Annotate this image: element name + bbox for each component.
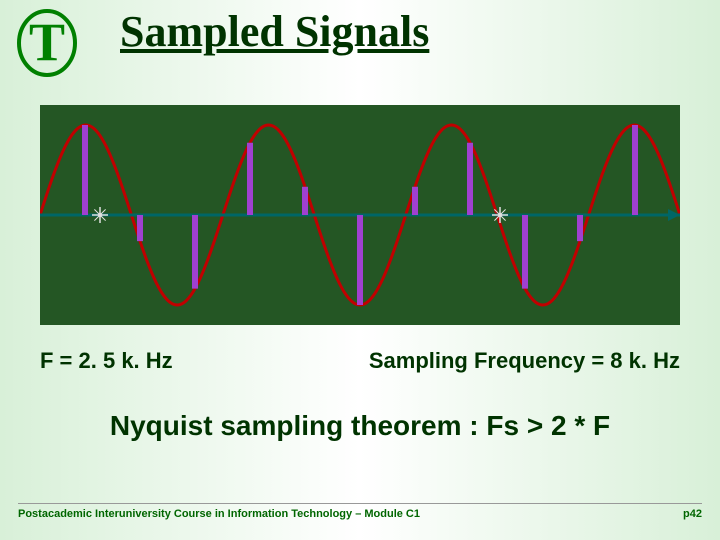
footer-left: Postacademic Interuniversity Course in I… <box>18 508 420 520</box>
logo-letter: T <box>29 12 65 72</box>
footer: Postacademic Interuniversity Course in I… <box>18 503 702 520</box>
sampling-chart <box>40 105 680 330</box>
chart-svg <box>40 105 680 325</box>
caption-sampling: Sampling Frequency = 8 k. Hz <box>369 348 680 374</box>
logo: T <box>12 8 82 78</box>
caption-frequency: F = 2. 5 k. Hz <box>40 348 173 374</box>
page-title: Sampled Signals <box>120 6 429 57</box>
theorem-text: Nyquist sampling theorem : Fs > 2 * F <box>0 410 720 442</box>
logo-svg: T <box>12 8 82 78</box>
caption-row: F = 2. 5 k. Hz Sampling Frequency = 8 k.… <box>40 348 680 374</box>
footer-right: p42 <box>683 508 702 520</box>
slide: T Sampled Signals F = 2. 5 k. Hz Samplin… <box>0 0 720 540</box>
